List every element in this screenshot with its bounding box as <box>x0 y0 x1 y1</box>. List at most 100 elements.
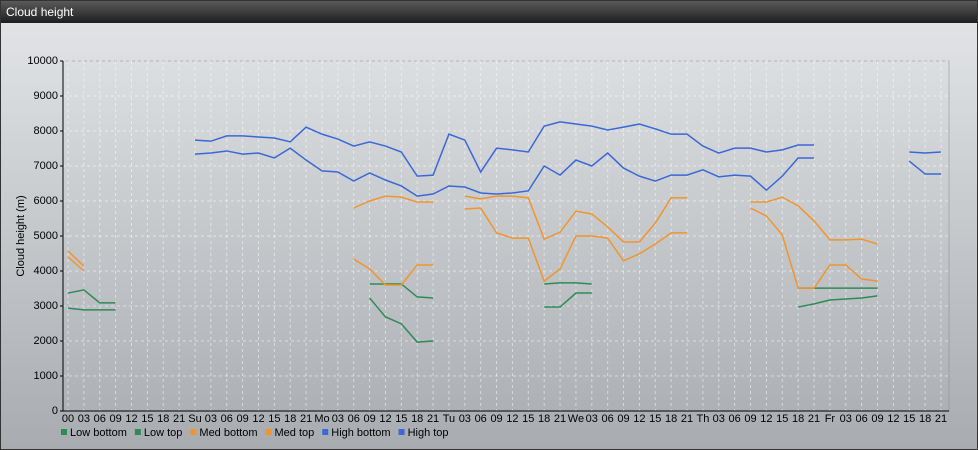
x-tick-label: 03 <box>586 413 598 425</box>
legend-label: Low top <box>144 427 183 439</box>
series-line <box>464 195 688 243</box>
legend-label: Med bottom <box>199 427 257 439</box>
x-tick-label: 09 <box>744 413 756 425</box>
series-line <box>67 256 85 272</box>
x-tick-label: 12 <box>125 413 137 425</box>
y-tick-label: 1000 <box>34 370 58 382</box>
x-tick-label: We <box>568 413 584 425</box>
y-tick-label: 10000 <box>27 55 58 67</box>
x-tick-label: 21 <box>300 413 312 425</box>
x-tick-label: 21 <box>427 413 439 425</box>
x-tick-label: 06 <box>729 413 741 425</box>
series-line <box>750 207 878 289</box>
y-tick-label: 4000 <box>34 265 58 277</box>
x-tick-label: Tu <box>443 413 455 425</box>
y-tick-label: 9000 <box>34 90 58 102</box>
x-tick-label: 21 <box>808 413 820 425</box>
y-tick-label: 8000 <box>34 125 58 137</box>
x-tick-label: Su <box>188 413 201 425</box>
x-tick-label: 18 <box>919 413 931 425</box>
legend-label: Med top <box>275 427 315 439</box>
series-line <box>67 250 85 267</box>
legend-swatch <box>190 429 197 435</box>
x-tick-label: 15 <box>776 413 788 425</box>
x-tick-label: 15 <box>141 413 153 425</box>
x-tick-label: 15 <box>903 413 915 425</box>
x-tick-label: 06 <box>94 413 106 425</box>
series-line <box>908 160 941 175</box>
x-tick-label: 18 <box>157 413 169 425</box>
y-tick-label: 3000 <box>34 300 58 312</box>
x-tick-label: Mo <box>314 413 329 425</box>
x-tick-label: 09 <box>871 413 883 425</box>
legend-swatch <box>398 429 405 435</box>
legend-swatch <box>322 429 329 435</box>
x-tick-label: 15 <box>395 413 407 425</box>
x-tick-label: 21 <box>554 413 566 425</box>
y-tick-label: 5000 <box>34 230 58 242</box>
x-tick-label: 03 <box>332 413 344 425</box>
legend-swatch <box>265 429 272 435</box>
x-tick-label: 09 <box>236 413 248 425</box>
x-tick-label: 06 <box>221 413 233 425</box>
y-tick-label: 6000 <box>34 195 58 207</box>
x-tick-label: 18 <box>411 413 423 425</box>
series-line <box>369 297 434 343</box>
window-title: Cloud height <box>1 1 977 23</box>
series-line <box>544 292 592 308</box>
x-tick-label: 18 <box>538 413 550 425</box>
x-tick-label: 03 <box>459 413 471 425</box>
x-tick-label: 06 <box>602 413 614 425</box>
x-tick-label: 06 <box>348 413 360 425</box>
y-tick-label: 0 <box>52 405 58 417</box>
series-line <box>353 195 434 209</box>
series-line <box>67 289 116 304</box>
x-tick-label: 09 <box>363 413 375 425</box>
x-tick-label: 21 <box>681 413 693 425</box>
x-tick-label: 18 <box>792 413 804 425</box>
series-line <box>797 295 878 308</box>
chart: Cloud height (m) 0 1000 2000 3000 4000 5000 60… <box>15 55 950 439</box>
x-tick-label: 06 <box>475 413 487 425</box>
legend-label: Low bottom <box>70 427 127 439</box>
x-tick-label: 12 <box>760 413 772 425</box>
x-tick-label: 15 <box>268 413 280 425</box>
x-tick-label: Th <box>696 413 709 425</box>
y-tick-label: 7000 <box>34 160 58 172</box>
series-line <box>67 307 116 311</box>
x-tick-label: 03 <box>205 413 217 425</box>
x-tick-label: 09 <box>617 413 629 425</box>
series-line <box>909 151 942 154</box>
x-tick-label: 21 <box>935 413 947 425</box>
legend-swatch <box>134 429 141 435</box>
legend-label: High top <box>408 427 449 439</box>
series-line <box>750 196 878 245</box>
x-tick-label: 00 <box>62 413 74 425</box>
y-tick-label: 2000 <box>34 335 58 347</box>
x-tick-label: 21 <box>173 413 185 425</box>
series-line <box>194 121 815 177</box>
series-line <box>544 282 592 285</box>
x-tick-label: 03 <box>713 413 725 425</box>
x-tick-label: 12 <box>887 413 899 425</box>
legend-swatch <box>61 429 67 435</box>
legend-label: High bottom <box>331 427 390 439</box>
x-tick-label: 18 <box>284 413 296 425</box>
series-line <box>353 258 434 286</box>
x-tick-label: 09 <box>109 413 121 425</box>
x-tick-label: 18 <box>665 413 677 425</box>
series-line <box>194 147 815 197</box>
y-axis-label: Cloud height (m) <box>15 195 27 276</box>
x-tick-label: 12 <box>633 413 645 425</box>
x-tick-label: 12 <box>506 413 518 425</box>
x-tick-label: Fr <box>825 413 836 425</box>
x-tick-label: 15 <box>649 413 661 425</box>
series-line <box>464 207 688 283</box>
x-tick-label: 03 <box>840 413 852 425</box>
x-tick-label: 03 <box>78 413 90 425</box>
x-tick-label: 09 <box>490 413 502 425</box>
x-tick-label: 15 <box>522 413 534 425</box>
x-tick-label: 06 <box>856 413 868 425</box>
x-tick-label: 12 <box>379 413 391 425</box>
